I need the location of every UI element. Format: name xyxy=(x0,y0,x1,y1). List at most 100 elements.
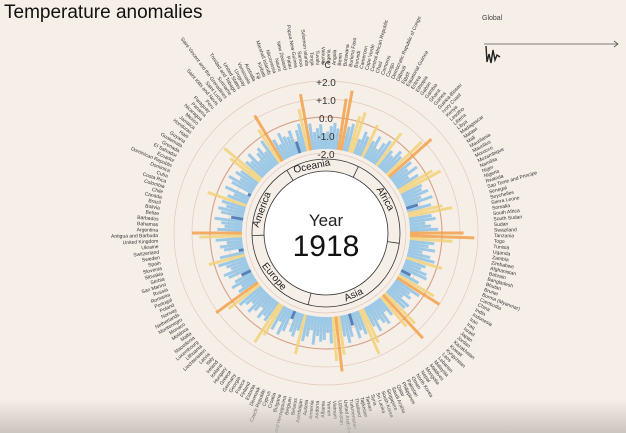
anomaly-bar xyxy=(370,302,386,324)
anomaly-bar xyxy=(225,204,246,213)
region-ring-outer xyxy=(251,158,401,308)
anomaly-bar xyxy=(260,295,273,309)
anomaly-bar xyxy=(408,206,453,218)
country-label: Tuvalu xyxy=(314,50,321,65)
anomaly-bar xyxy=(240,276,256,288)
anomaly-bar xyxy=(218,256,247,268)
anomaly-bar xyxy=(278,306,289,323)
anomaly-bar xyxy=(226,258,248,269)
anomaly-bar xyxy=(256,152,273,171)
scale-unit: °C xyxy=(321,60,332,70)
anomaly-bar xyxy=(363,306,376,328)
country-label: Bolivia xyxy=(145,203,161,211)
anomaly-bar xyxy=(399,169,442,195)
arrow-right-icon xyxy=(613,40,619,48)
region-divider xyxy=(387,241,400,244)
anomaly-bar xyxy=(298,93,313,151)
anomaly-bar xyxy=(227,283,261,310)
anomaly-bar xyxy=(238,278,258,294)
anomaly-bar xyxy=(342,314,352,344)
anomaly-bar xyxy=(199,234,243,239)
anomaly-bar xyxy=(311,316,318,345)
country-label: Brunei xyxy=(483,287,499,298)
anomaly-bar xyxy=(250,160,267,177)
anomaly-bar xyxy=(294,129,305,153)
region-divider xyxy=(307,293,312,305)
anomaly-bar xyxy=(240,269,252,277)
anomaly-bar xyxy=(263,300,279,322)
country-label: Niger xyxy=(481,164,495,174)
country-label: Sweden xyxy=(142,255,161,264)
anomaly-bar xyxy=(281,309,294,332)
anomaly-bar xyxy=(336,315,346,356)
anomaly-bar xyxy=(389,285,404,299)
country-label: Mali xyxy=(466,135,477,145)
country-label: Italy xyxy=(205,355,216,366)
anomaly-bar xyxy=(409,239,435,246)
anomaly-bar xyxy=(220,210,244,218)
anomaly-bar xyxy=(370,142,386,164)
anomaly-bar xyxy=(373,140,392,166)
country-label: Kiribati xyxy=(256,62,267,78)
anomaly-bar xyxy=(234,271,253,284)
anomaly-bar xyxy=(387,137,433,179)
anomaly-bar xyxy=(383,291,416,325)
country-label: Uganda xyxy=(493,250,511,258)
country-label: Palau xyxy=(285,56,294,70)
anomaly-bar xyxy=(208,253,246,267)
country-label: South Africa xyxy=(493,208,521,217)
anomaly-bar xyxy=(297,108,310,152)
country-label: Albania xyxy=(320,401,326,418)
anomaly-bar xyxy=(363,140,376,160)
anomaly-bar xyxy=(368,304,381,321)
country-label: Peru xyxy=(204,99,216,111)
anomaly-bar xyxy=(391,168,409,183)
anomaly-bar xyxy=(328,316,333,344)
anomaly-bar xyxy=(355,131,368,156)
anomaly-bar xyxy=(396,173,419,190)
scale-tick-label: -2.0 xyxy=(317,150,335,161)
country-label: Samoa xyxy=(296,51,304,68)
anomaly-bar xyxy=(228,174,255,192)
anomaly-bar xyxy=(223,147,263,181)
anomaly-bar xyxy=(231,274,255,290)
scale-tick-label: +2.0 xyxy=(316,78,336,89)
anomaly-bar xyxy=(328,126,333,150)
country-label: South Sudan xyxy=(493,214,523,222)
anomaly-bar xyxy=(253,114,284,162)
anomaly-bar xyxy=(350,312,362,339)
anomaly-bar xyxy=(400,183,423,197)
region-divider xyxy=(286,169,294,181)
country-label: Afghanistan xyxy=(489,266,516,277)
anomaly-bar xyxy=(404,258,426,269)
anomaly-bar xyxy=(397,169,434,192)
anomaly-bar xyxy=(377,297,394,316)
anomaly-bar xyxy=(253,293,271,312)
country-label: Antigua and Barbuda xyxy=(111,233,158,240)
anomaly-bar xyxy=(347,115,362,153)
country-label: United Kingdom xyxy=(123,239,159,247)
anomaly-bar xyxy=(294,141,302,154)
anomaly-bar xyxy=(240,169,259,185)
country-label: Cameroon xyxy=(359,45,370,69)
country-label: Colombia xyxy=(143,179,165,191)
anomaly-bar xyxy=(305,315,313,337)
anomaly-bar xyxy=(409,234,475,240)
country-label: Cyprus xyxy=(262,390,273,407)
reference-ring xyxy=(245,152,407,314)
anomaly-bar xyxy=(397,274,435,298)
anomaly-bar xyxy=(409,224,432,229)
country-label: Sudan xyxy=(494,221,509,228)
anomaly-bar xyxy=(238,285,263,307)
anomaly-bar xyxy=(245,160,265,179)
anomaly-bar xyxy=(290,310,297,320)
anomaly-bar xyxy=(347,313,355,326)
country-label: Serbia xyxy=(150,276,166,286)
country-label: Egypt xyxy=(400,70,411,85)
anomaly-bar xyxy=(408,248,423,254)
anomaly-bar xyxy=(375,132,403,167)
anomaly-bar xyxy=(353,311,363,331)
country-label: Botswana xyxy=(343,44,351,67)
anomaly-bar xyxy=(373,300,391,325)
anomaly-bar xyxy=(385,140,423,177)
